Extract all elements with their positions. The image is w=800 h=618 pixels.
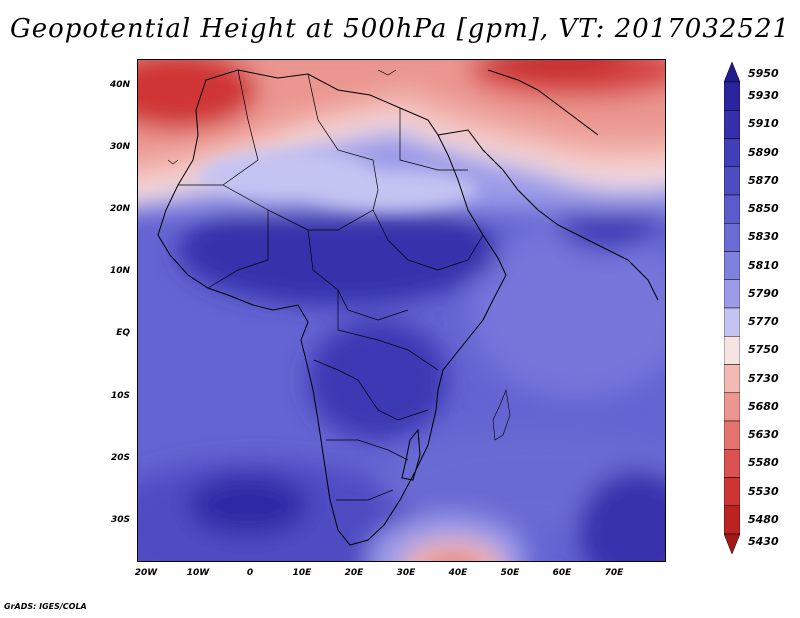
lat-label-30s: 30S bbox=[110, 515, 130, 525]
colorbar-label: 5770 bbox=[748, 315, 779, 329]
colorbar-swatch bbox=[724, 279, 740, 309]
lat-label-30n: 30N bbox=[109, 142, 130, 152]
colorbar-swatch bbox=[724, 81, 740, 111]
lon-label-10w: 10W bbox=[186, 568, 210, 578]
colorbar-swatch bbox=[724, 223, 740, 252]
lat-label-10n: 10N bbox=[109, 266, 130, 276]
colorbar-label: 5580 bbox=[748, 456, 779, 470]
lon-label-30e: 30E bbox=[396, 568, 416, 578]
colorbar bbox=[724, 62, 740, 554]
coastlines bbox=[157, 69, 659, 546]
colorbar-swatch bbox=[724, 110, 740, 139]
colorbar-label: 5910 bbox=[748, 117, 779, 131]
colorbar-label: 5730 bbox=[748, 371, 779, 385]
grads-credit: GrADS: IGES/COLA bbox=[4, 602, 87, 611]
colorbar-swatch bbox=[724, 449, 740, 478]
colorbar-swatch bbox=[724, 138, 740, 167]
colorbar-swatch bbox=[724, 307, 740, 337]
lat-label-40n: 40N bbox=[109, 80, 130, 90]
colorbar-label: 5680 bbox=[748, 399, 779, 413]
colorbar-label: 5930 bbox=[748, 89, 779, 103]
colorbar-swatch bbox=[724, 251, 740, 280]
colorbar-label: 5830 bbox=[748, 230, 779, 244]
colorbar-label: 5870 bbox=[748, 173, 779, 187]
lon-label-0: 0 bbox=[246, 568, 254, 578]
colorbar-label: 5750 bbox=[748, 343, 779, 357]
colorbar-label: 5950 bbox=[748, 67, 779, 80]
map-title: Geopotential Height at 500hPa [gpm], VT:… bbox=[9, 14, 791, 44]
sahara-ridge bbox=[198, 150, 478, 210]
colorbar-swatch bbox=[724, 62, 740, 83]
colorbar-label: 5810 bbox=[748, 258, 779, 272]
lon-label-20w: 20W bbox=[134, 568, 158, 578]
lon-label-40e: 40E bbox=[448, 568, 468, 578]
colorbar-swatch bbox=[724, 364, 740, 393]
map-canvas bbox=[138, 60, 665, 561]
colorbar-label: 5430 bbox=[748, 535, 779, 548]
lon-label-10e: 10E bbox=[292, 568, 312, 578]
colorbar-label: 5890 bbox=[748, 145, 779, 159]
lon-label-50e: 50E bbox=[500, 568, 520, 578]
lat-label-eq: EQ bbox=[116, 328, 130, 338]
country-borders bbox=[178, 69, 484, 501]
colorbar-swatch bbox=[724, 392, 740, 422]
colorbar-label: 5480 bbox=[748, 512, 779, 526]
lon-label-20e: 20E bbox=[344, 568, 364, 578]
colorbar-label: 5530 bbox=[748, 484, 779, 498]
colorbar-swatch bbox=[724, 477, 740, 506]
colorbar-swatch bbox=[724, 505, 740, 535]
colorbar-label: 5790 bbox=[748, 286, 779, 300]
colorbar-swatch bbox=[724, 420, 740, 450]
islands bbox=[167, 69, 511, 441]
colorbar-swatch bbox=[724, 533, 740, 554]
lon-label-70e: 70E bbox=[604, 568, 624, 578]
colorbar-swatch bbox=[724, 336, 740, 365]
colorbar-swatches bbox=[724, 62, 740, 554]
geopotential-map bbox=[137, 59, 666, 562]
colorbar-swatch bbox=[724, 194, 740, 224]
lon-label-60e: 60E bbox=[552, 568, 572, 578]
lat-label-20s: 20S bbox=[110, 453, 130, 463]
colorbar-label: 5630 bbox=[748, 428, 779, 442]
lat-label-10s: 10S bbox=[110, 391, 130, 401]
colorbar-label: 5850 bbox=[748, 202, 779, 216]
lat-label-20n: 20N bbox=[109, 204, 130, 214]
colorbar-swatch bbox=[724, 166, 740, 196]
